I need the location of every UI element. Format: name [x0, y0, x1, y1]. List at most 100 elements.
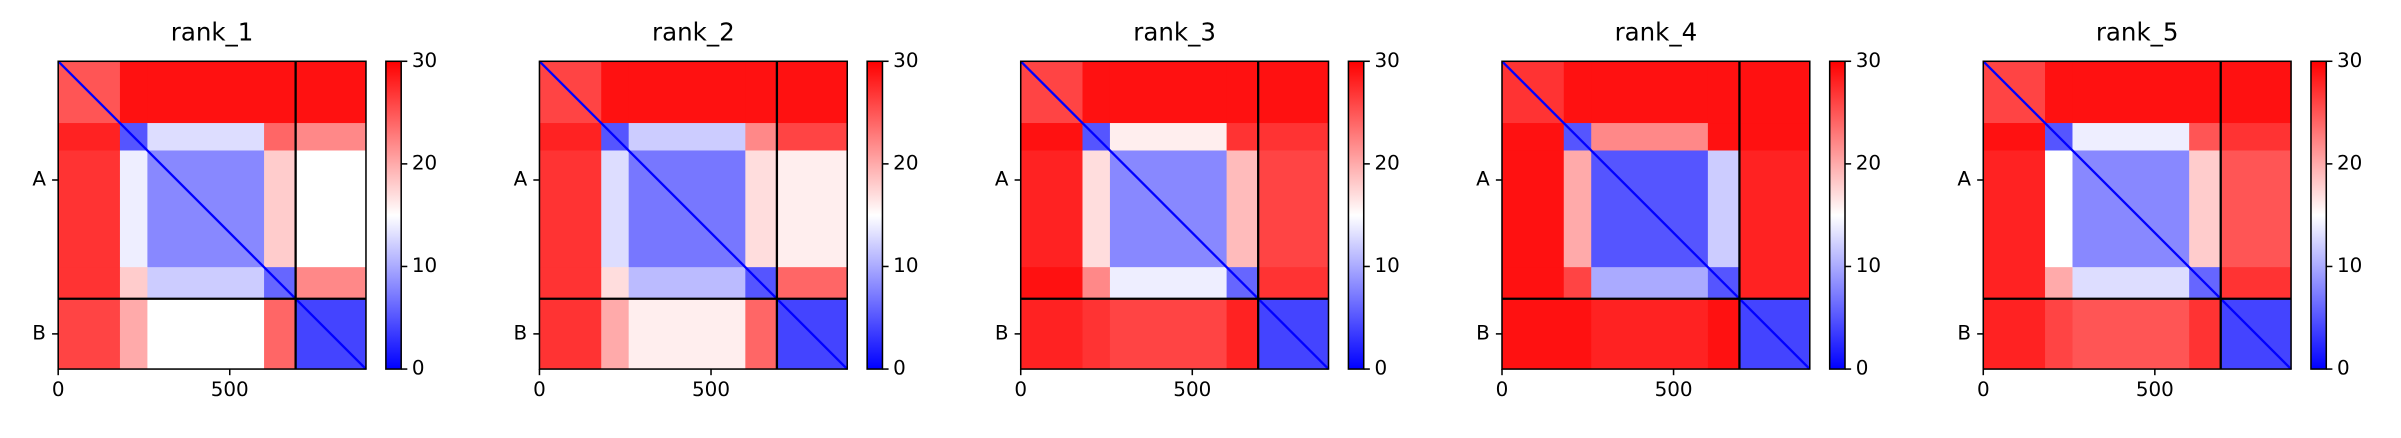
heatmap-cell [1020, 123, 1083, 151]
heatmap-cell [264, 150, 297, 268]
heatmap-cell [1591, 61, 1709, 124]
heatmap-cell [745, 123, 778, 151]
heatmap-cell [295, 150, 367, 268]
heatmap-cell [776, 267, 848, 300]
y-tick-label: A [1957, 168, 1971, 191]
y-tick-label: B [1957, 321, 1971, 344]
colorbar-tick-label: 0 [412, 357, 425, 380]
heatmap-cell [1226, 123, 1259, 151]
heatmap-cell [1082, 150, 1111, 268]
heatmap-cell [264, 123, 297, 151]
heatmap-cell [628, 61, 746, 124]
diagonal [57, 60, 367, 370]
colorbar-tick-label: 30 [2337, 49, 2362, 72]
heatmap-cell [539, 123, 602, 151]
heatmap-cell [1109, 123, 1228, 151]
heatmap-cell [147, 61, 265, 124]
heatmap-cell [539, 150, 602, 268]
heatmap-cell [601, 150, 630, 268]
heatmap-cell [2045, 61, 2073, 124]
y-tick-label: B [32, 321, 46, 344]
diagonal [538, 60, 849, 370]
heatmap-cell [2220, 150, 2292, 268]
heatmap-cell [2189, 61, 2222, 124]
heatmap-cell [147, 267, 265, 300]
colorbar-tick-label: 10 [893, 254, 918, 277]
heatmap-cell [2220, 267, 2292, 300]
colorbar-tick-label: 20 [1856, 151, 1881, 174]
colorbar-tick-label: 0 [1374, 357, 1387, 380]
colorbar-tick-label: 0 [1856, 357, 1869, 380]
heatmap-cell [295, 123, 367, 151]
x-tick-label: 500 [1173, 378, 1211, 401]
heatmap-cell [119, 298, 148, 370]
heatmap-cell [2045, 267, 2073, 300]
colorbar-tick-label: 20 [1374, 151, 1399, 174]
colorbar-tick-label: 0 [893, 357, 906, 380]
x-tick-label: 500 [1655, 378, 1693, 401]
heatmap-cell [776, 61, 848, 124]
colorbar-tick-label: 30 [893, 49, 918, 72]
y-tick-label: B [995, 321, 1009, 344]
y-tick-label: A [32, 168, 46, 191]
chart-title: rank_5 [2096, 18, 2179, 47]
heatmap-cell [601, 61, 630, 124]
heatmap-cell [1226, 150, 1259, 268]
colorbar-tick-label: 30 [412, 49, 437, 72]
heatmap-cell [1563, 150, 1592, 268]
y-tick-label: A [514, 168, 528, 191]
y-tick-label: A [1476, 168, 1490, 191]
heatmap-cell [2189, 298, 2222, 370]
heatmap-cell [1020, 267, 1083, 300]
heatmap-cell [1739, 61, 1811, 124]
heatmap-cell [2072, 267, 2190, 300]
heatmap-cell [2189, 150, 2222, 268]
diagonal [1501, 60, 1811, 370]
heatmap-cell [1591, 123, 1709, 151]
heatmap-cell [1563, 61, 1592, 124]
heatmap-cell [147, 298, 265, 370]
colorbar-tick-label: 30 [1374, 49, 1399, 72]
heatmap-cell [1983, 150, 2046, 268]
heatmap-cell [776, 150, 848, 268]
x-tick-label: 0 [1496, 378, 1509, 401]
chart-title: rank_2 [652, 18, 735, 47]
axes-frame [538, 60, 849, 370]
colorbar-tick-label: 20 [893, 151, 918, 174]
axes-frame [1501, 60, 1811, 370]
heatmap-cell [1258, 150, 1329, 268]
heatmap-cell [1082, 61, 1111, 124]
heatmap-cell [1502, 150, 1565, 268]
axes-frame [1982, 60, 2292, 370]
colorbar-tick-label: 10 [412, 254, 437, 277]
diagonal [1019, 60, 1330, 370]
heatmap-cell [119, 150, 148, 268]
heatmap-cell [58, 267, 121, 300]
chart-title: rank_4 [1615, 18, 1698, 47]
heatmap-cell [628, 123, 746, 151]
heatmap-cell [776, 123, 848, 151]
heatmap-cell [2072, 123, 2190, 151]
heatmap-cell [628, 267, 746, 300]
heatmap-cell [295, 61, 367, 124]
heatmap-cell [58, 150, 121, 268]
colorbar-tick-label: 0 [2337, 357, 2350, 380]
colorbar-tick-label: 10 [1856, 254, 1881, 277]
x-tick-label: 500 [211, 378, 249, 401]
heatmap-cell [2189, 123, 2222, 151]
colorbar [385, 60, 402, 370]
x-tick-label: 500 [692, 378, 730, 401]
colorbar-tick-label: 10 [2337, 254, 2362, 277]
heatmap-cell [1502, 267, 1565, 300]
heatmap-cell [1563, 267, 1592, 300]
colorbar [866, 60, 884, 370]
x-tick-label: 0 [1014, 378, 1027, 401]
colorbar-tick-label: 10 [1374, 254, 1399, 277]
heatmap-cell [1258, 61, 1329, 124]
x-tick-label: 0 [533, 378, 546, 401]
axes-frame [57, 60, 367, 370]
heatmap-cell [119, 61, 148, 124]
heatmap-cell [1983, 298, 2046, 370]
heatmap-cell [745, 61, 778, 124]
